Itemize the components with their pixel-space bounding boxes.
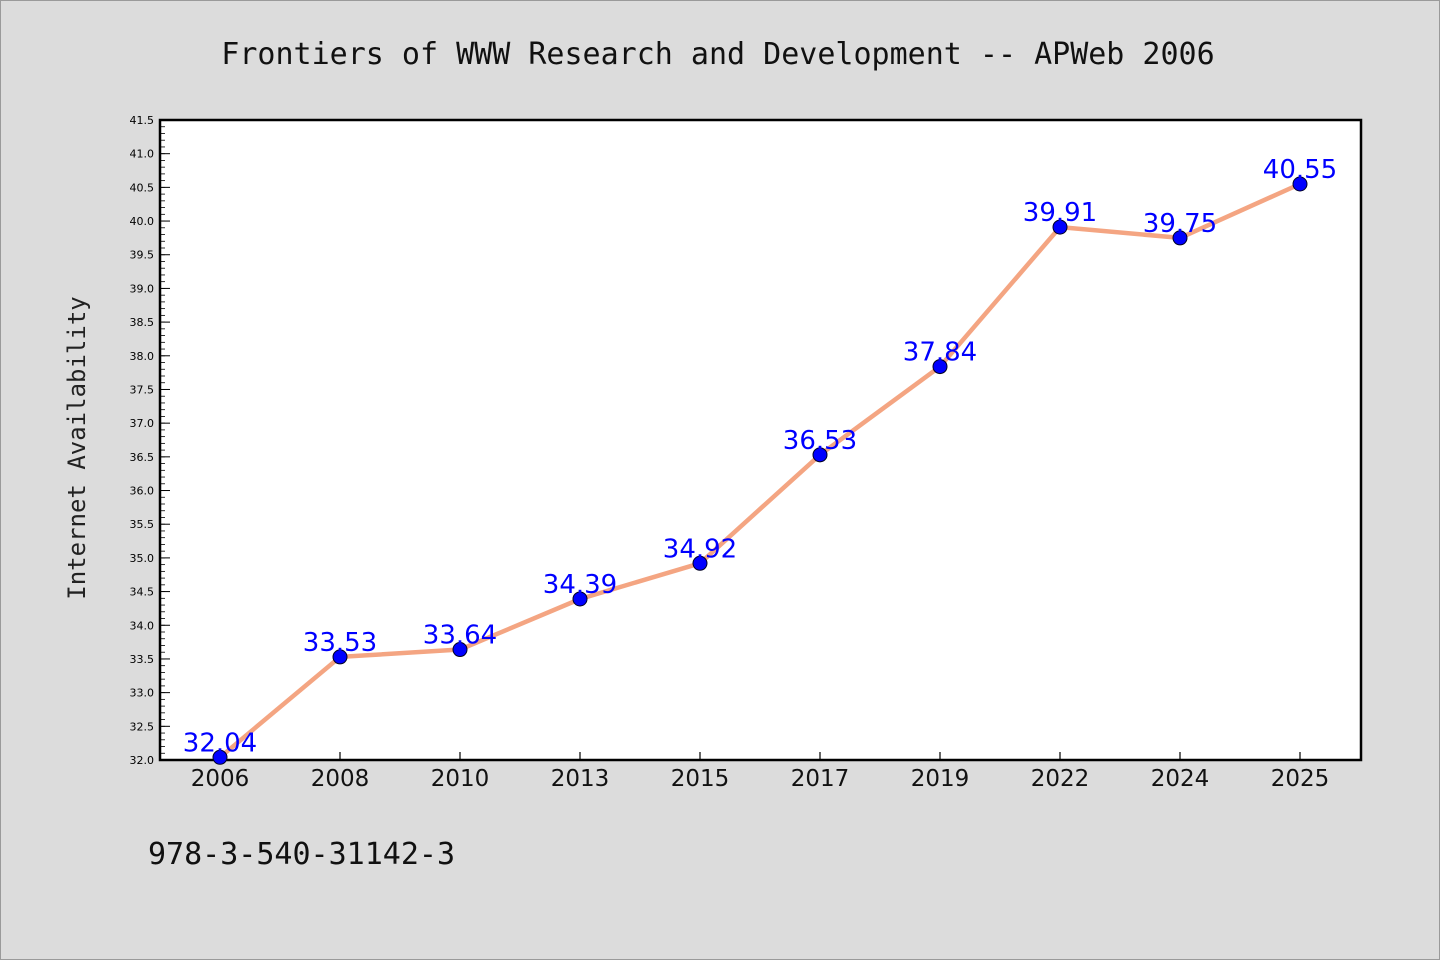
x-tick-label: 2024 [1151, 766, 1210, 792]
data-point [452, 642, 468, 658]
y-tick-label: 35.5 [130, 518, 155, 531]
x-tick-label: 2006 [191, 766, 250, 792]
data-label: 40.55 [1263, 155, 1337, 185]
y-tick-label: 32.0 [130, 754, 155, 767]
data-point [572, 591, 588, 607]
x-tick-label: 2022 [1031, 766, 1090, 792]
chart-title: Frontiers of WWW Research and Developmen… [221, 37, 1214, 72]
y-axis-label: Internet Availability [63, 296, 91, 599]
y-tick-label: 36.0 [130, 485, 155, 498]
y-tick-label: 33.5 [130, 653, 155, 666]
x-tick-label: 2015 [671, 766, 730, 792]
data-label: 37.84 [903, 338, 977, 368]
series-line [218, 181, 1301, 760]
y-tick-label: 33.0 [130, 687, 155, 700]
data-point [1052, 219, 1068, 235]
data-label: 33.64 [423, 621, 497, 651]
data-point [1292, 176, 1308, 192]
data-labels: 32.04 33.53 33.64 34.39 34.92 36.53 37.84 39.91… [183, 155, 1337, 758]
y-tick-label: 40.5 [130, 181, 155, 194]
data-label: 39.75 [1143, 209, 1217, 239]
y-tick-label: 38.5 [130, 316, 155, 329]
data-point [692, 555, 708, 571]
data-point [332, 649, 348, 665]
x-tick-label: 2013 [551, 766, 610, 792]
data-point [812, 447, 828, 463]
y-tick-label: 37.0 [130, 417, 155, 430]
y-tick-label: 34.0 [130, 619, 155, 632]
x-tick-label: 2025 [1271, 766, 1330, 792]
data-label: 34.39 [543, 570, 617, 600]
data-label: 32.04 [183, 728, 257, 758]
series-markers [212, 176, 1308, 765]
data-point [212, 749, 228, 765]
y-tick-label: 35.0 [130, 552, 155, 565]
y-tick-label: 36.5 [130, 451, 155, 464]
data-label: 39.91 [1023, 198, 1097, 228]
y-tick-label: 41.5 [130, 114, 155, 127]
data-label: 36.53 [783, 426, 857, 456]
y-tick-label: 39.0 [130, 282, 155, 295]
y-axis-ticks: 32.0 32.5 33.0 33.5 34.0 34.5 35.0 35.5 36.0 36.5… [130, 114, 170, 767]
y-tick-label: 38.0 [130, 350, 155, 363]
y-tick-label: 37.5 [130, 383, 155, 396]
data-point [932, 359, 948, 375]
y-tick-label: 39.5 [130, 249, 155, 262]
y-tick-label: 34.5 [130, 586, 155, 599]
x-tick-label: 2010 [431, 766, 490, 792]
y-tick-label: 40.0 [130, 215, 155, 228]
data-point [1172, 230, 1188, 246]
x-tick-label: 2017 [791, 766, 850, 792]
x-tick-label: 2008 [311, 766, 370, 792]
x-axis-ticks: 2006 2008 2010 2013 2015 2017 2019 2022 2024 2025 [191, 752, 1330, 792]
y-tick-label: 41.0 [130, 148, 155, 161]
x-tick-label: 2019 [911, 766, 970, 792]
data-label: 34.92 [663, 534, 737, 564]
plot-area [158, 118, 1363, 762]
y-tick-label: 32.5 [130, 720, 155, 733]
data-label: 33.53 [303, 628, 377, 658]
footer-isbn: 978-3-540-31142-3 [148, 837, 455, 872]
